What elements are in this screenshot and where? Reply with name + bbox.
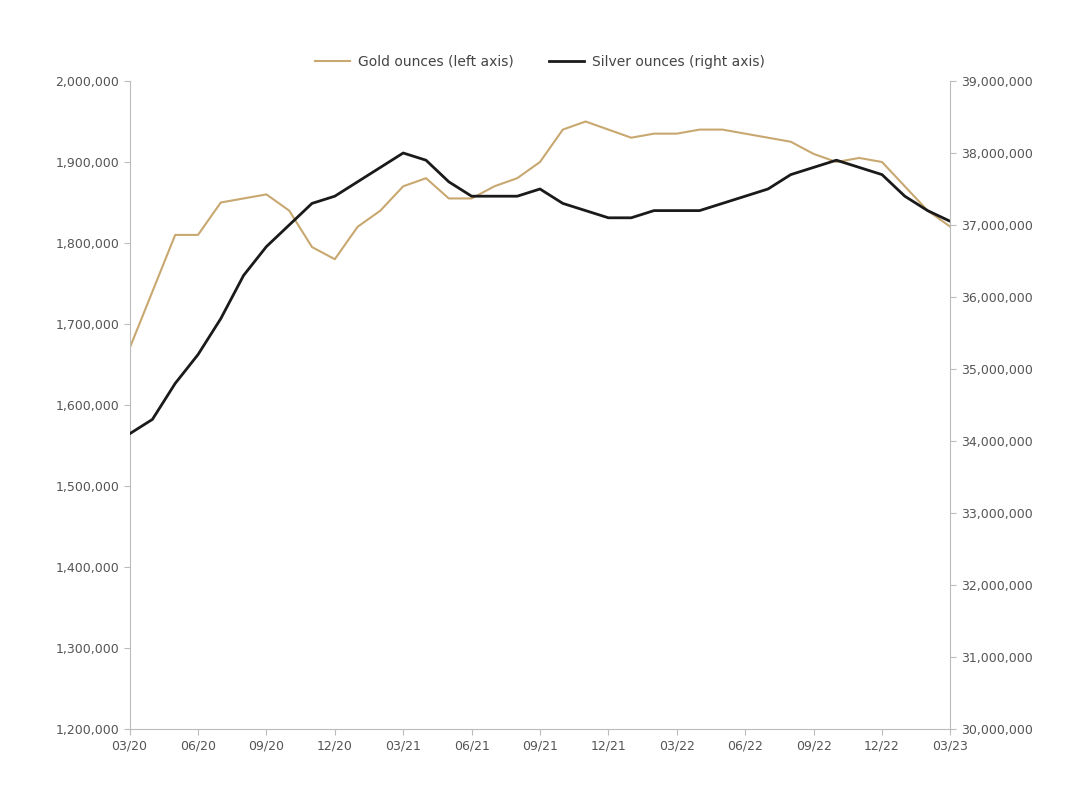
Silver ounces (right axis) [146, 415, 159, 424]
Gold ounces (left axis) [899, 181, 912, 191]
Gold ounces (left axis) [214, 198, 227, 207]
Silver ounces (right axis) [602, 213, 615, 223]
Silver ounces (right axis) [693, 206, 706, 215]
Silver ounces (right axis) [921, 206, 934, 215]
Silver ounces (right axis) [465, 191, 478, 201]
Gold ounces (left axis) [624, 133, 637, 143]
Gold ounces (left axis) [465, 194, 478, 203]
Silver ounces (right axis) [556, 198, 569, 208]
Silver ounces (right axis) [443, 177, 456, 186]
Silver ounces (right axis) [306, 198, 319, 208]
Gold ounces (left axis) [671, 129, 684, 139]
Silver ounces (right axis) [260, 241, 273, 251]
Gold ounces (left axis) [829, 157, 842, 167]
Silver ounces (right axis) [396, 148, 409, 158]
Gold ounces (left axis) [191, 230, 204, 240]
Gold ounces (left axis) [123, 343, 136, 353]
Gold ounces (left axis) [761, 133, 774, 143]
Silver ounces (right axis) [648, 206, 661, 215]
Gold ounces (left axis) [784, 137, 797, 147]
Gold ounces (left axis) [579, 117, 592, 126]
Gold ounces (left axis) [168, 230, 181, 240]
Silver ounces (right axis) [739, 191, 752, 201]
Silver ounces (right axis) [283, 220, 296, 230]
Gold ounces (left axis) [602, 125, 615, 134]
Gold ounces (left axis) [853, 153, 866, 163]
Silver ounces (right axis) [784, 170, 797, 180]
Silver ounces (right axis) [168, 378, 181, 388]
Silver ounces (right axis) [829, 156, 842, 165]
Gold ounces (left axis) [443, 194, 456, 203]
Silver ounces (right axis) [671, 206, 684, 215]
Silver ounces (right axis) [328, 191, 341, 201]
Gold ounces (left axis) [648, 129, 661, 139]
Silver ounces (right axis) [351, 177, 364, 186]
Gold ounces (left axis) [351, 222, 364, 232]
Silver ounces (right axis) [488, 191, 501, 201]
Silver ounces (right axis) [214, 313, 227, 323]
Gold ounces (left axis) [146, 287, 159, 296]
Silver ounces (right axis) [624, 213, 637, 223]
Gold ounces (left axis) [716, 125, 729, 134]
Gold ounces (left axis) [921, 206, 934, 215]
Gold ounces (left axis) [511, 173, 524, 183]
Gold ounces (left axis) [944, 222, 957, 232]
Gold ounces (left axis) [283, 206, 296, 215]
Gold ounces (left axis) [556, 125, 569, 134]
Gold ounces (left axis) [419, 173, 432, 183]
Silver ounces (right axis) [191, 350, 204, 360]
Gold ounces (left axis) [876, 157, 889, 167]
Gold ounces (left axis) [693, 125, 706, 134]
Silver ounces (right axis) [511, 191, 524, 201]
Gold ounces (left axis) [534, 157, 546, 167]
Line: Silver ounces (right axis): Silver ounces (right axis) [130, 153, 950, 434]
Silver ounces (right axis) [238, 271, 251, 280]
Legend: Gold ounces (left axis), Silver ounces (right axis): Gold ounces (left axis), Silver ounces (… [310, 49, 770, 75]
Silver ounces (right axis) [374, 163, 387, 173]
Gold ounces (left axis) [260, 190, 273, 199]
Silver ounces (right axis) [579, 206, 592, 215]
Silver ounces (right axis) [876, 170, 889, 180]
Gold ounces (left axis) [328, 254, 341, 264]
Gold ounces (left axis) [739, 129, 752, 139]
Silver ounces (right axis) [716, 198, 729, 208]
Silver ounces (right axis) [123, 429, 136, 439]
Gold ounces (left axis) [488, 181, 501, 191]
Silver ounces (right axis) [761, 184, 774, 194]
Gold ounces (left axis) [306, 242, 319, 252]
Gold ounces (left axis) [238, 194, 251, 203]
Gold ounces (left axis) [374, 206, 387, 215]
Gold ounces (left axis) [396, 181, 409, 191]
Silver ounces (right axis) [807, 163, 820, 173]
Silver ounces (right axis) [419, 156, 432, 165]
Silver ounces (right axis) [853, 163, 866, 173]
Silver ounces (right axis) [944, 216, 957, 226]
Silver ounces (right axis) [534, 184, 546, 194]
Gold ounces (left axis) [807, 149, 820, 159]
Silver ounces (right axis) [899, 191, 912, 201]
Line: Gold ounces (left axis): Gold ounces (left axis) [130, 122, 950, 348]
